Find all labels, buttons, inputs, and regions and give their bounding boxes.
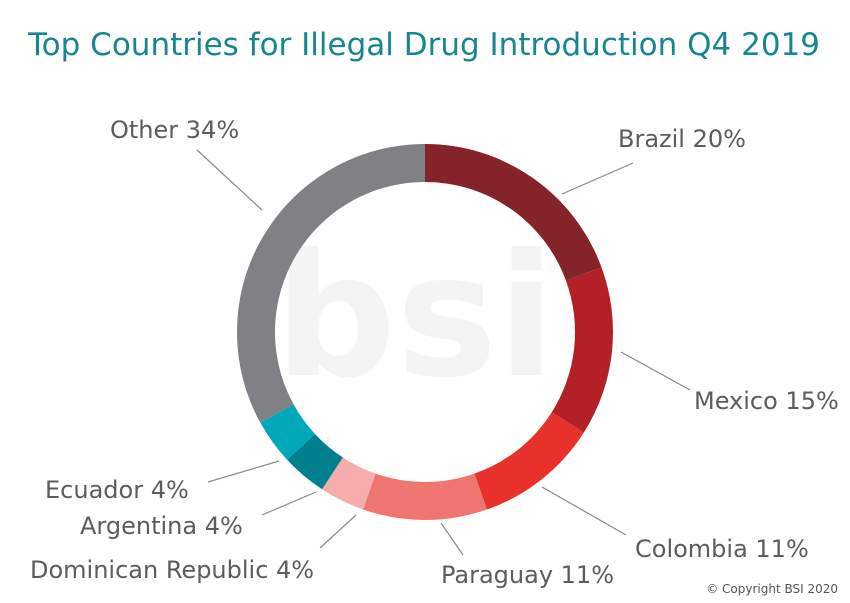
leader-line-dominican-republic xyxy=(319,514,357,549)
slice-label-brazil: Brazil 20% xyxy=(618,125,746,153)
slice-dominican-republic xyxy=(322,457,376,510)
chart-title: Top Countries for Illegal Drug Introduct… xyxy=(27,27,820,63)
leader-lines xyxy=(196,149,691,556)
slice-other xyxy=(236,144,425,423)
slice-label-ecuador: Ecuador 4% xyxy=(45,476,189,504)
slice-label-colombia: Colombia 11% xyxy=(635,535,809,563)
slice-ecuador xyxy=(260,404,315,460)
donut-slices xyxy=(236,144,613,520)
slice-label-argentina: Argentina 4% xyxy=(80,512,243,540)
watermark-logo: bsi xyxy=(274,218,555,416)
slice-argentina xyxy=(287,433,343,490)
slice-label-mexico: Mexico 15% xyxy=(694,387,839,415)
slice-label-dominican-republic: Dominican Republic 4% xyxy=(30,556,314,584)
slice-labels: Brazil 20% Mexico 15% Colombia 11% Parag… xyxy=(30,116,839,589)
slice-colombia xyxy=(474,412,584,510)
slice-mexico xyxy=(551,267,613,433)
slice-label-paraguay: Paraguay 11% xyxy=(441,561,614,589)
leader-line-ecuador xyxy=(207,460,280,483)
copyright-notice: © Copyright BSI 2020 xyxy=(706,582,838,596)
leader-line-brazil xyxy=(561,162,634,195)
leader-line-colombia xyxy=(541,486,627,536)
leader-line-other xyxy=(196,149,263,211)
slice-paraguay xyxy=(363,473,487,520)
leader-line-mexico xyxy=(620,351,691,391)
slice-label-other: Other 34% xyxy=(110,116,239,144)
leader-line-paraguay xyxy=(440,522,464,556)
slice-brazil xyxy=(425,144,602,281)
leader-line-argentina xyxy=(261,491,317,516)
